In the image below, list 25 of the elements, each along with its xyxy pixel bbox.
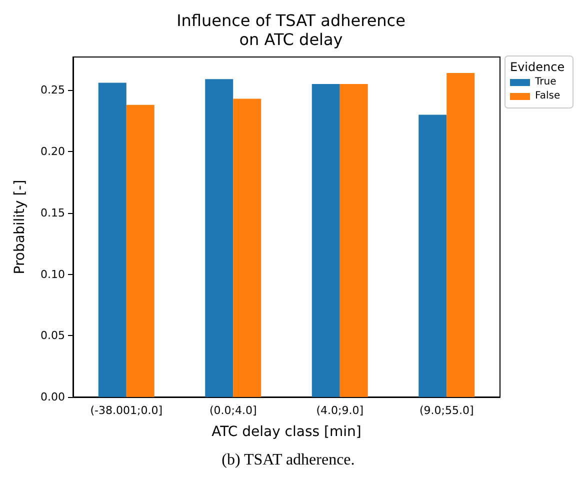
y-tick-label: 0.20 xyxy=(40,145,65,158)
legend-label: True xyxy=(534,76,556,88)
bar xyxy=(446,72,475,397)
bar xyxy=(126,104,154,397)
y-tick-label: 0.15 xyxy=(40,206,65,220)
bar xyxy=(233,98,262,397)
x-axis-title: ATC delay class [min] xyxy=(212,424,362,440)
y-tick-label: 0.05 xyxy=(40,329,65,342)
bar xyxy=(340,84,368,397)
x-tick-label: (0.0;4.0] xyxy=(209,404,257,417)
bar xyxy=(205,79,234,397)
bar xyxy=(418,114,447,397)
y-axis-title: Probability [-] xyxy=(12,180,28,274)
x-tick-label: (9.0;55.0] xyxy=(419,404,474,417)
y-tick-label: 0.25 xyxy=(40,84,65,97)
bar xyxy=(312,84,340,397)
legend-title: Evidence xyxy=(510,60,565,74)
y-tick-label: 0.00 xyxy=(40,390,65,404)
chart-title: Influence of TSAT adherence on ATC delay xyxy=(176,11,406,49)
x-tick-label: (4.0;9.0] xyxy=(316,404,364,417)
y-tick-label: 0.10 xyxy=(40,268,65,281)
text: (b) TSAT adherence. xyxy=(222,452,355,468)
x-tick-label: (-38.001;0.0] xyxy=(90,404,162,417)
bar xyxy=(98,82,126,397)
legend-label: False xyxy=(535,90,560,102)
